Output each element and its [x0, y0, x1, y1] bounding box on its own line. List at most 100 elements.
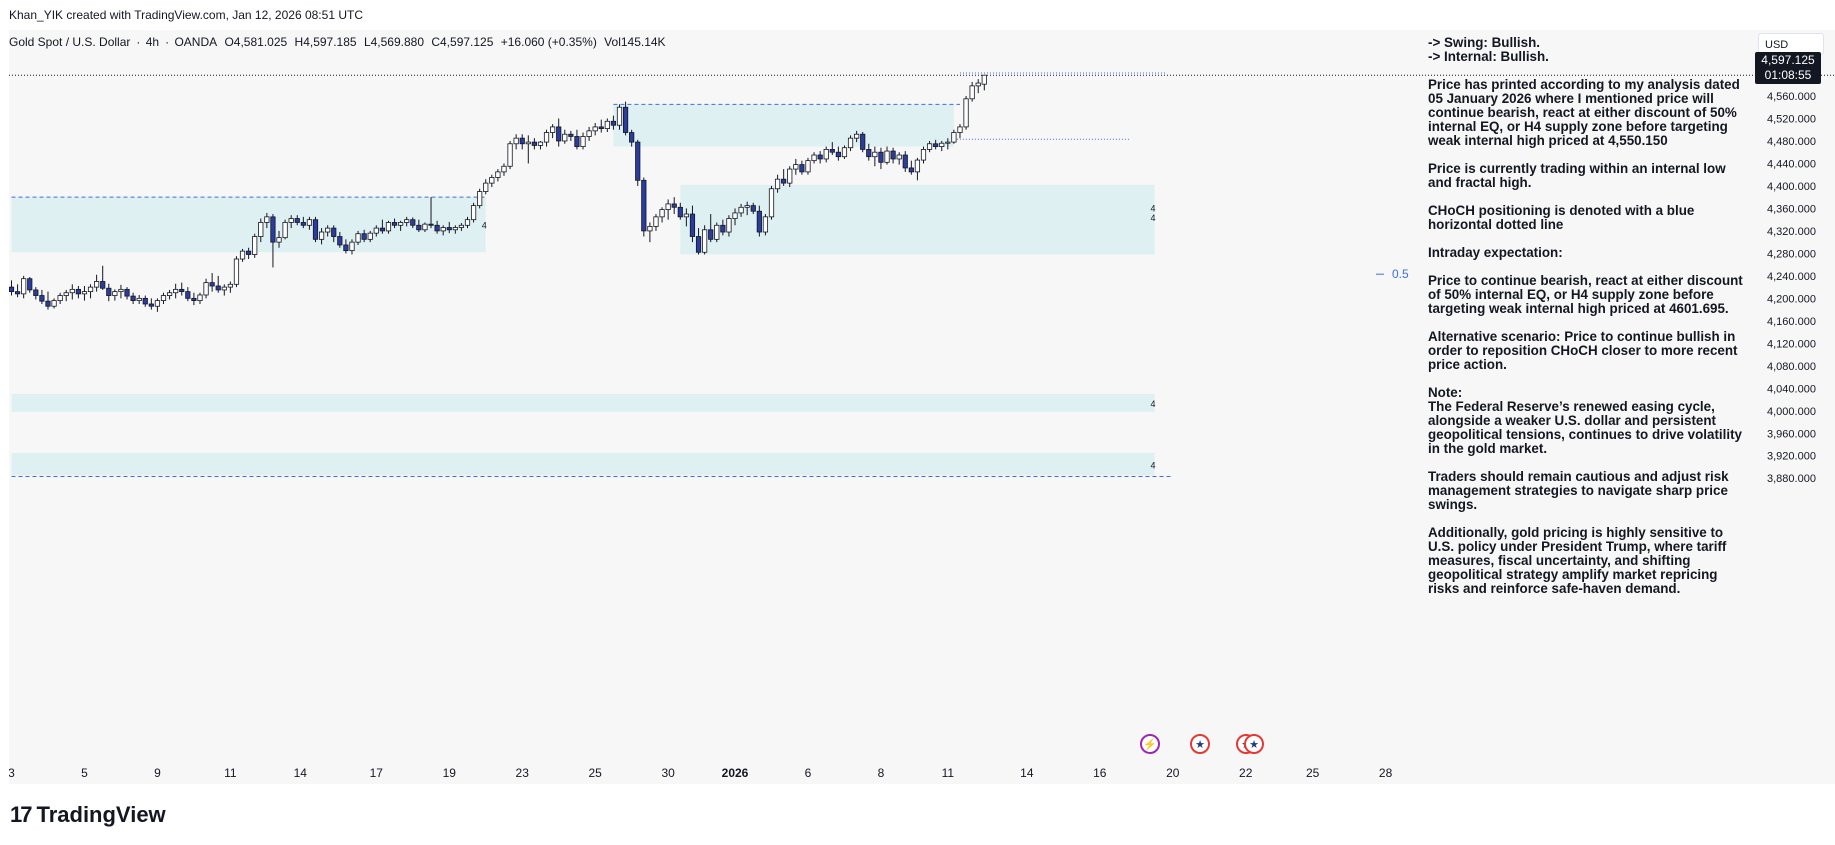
bullish-candle: [63, 292, 69, 296]
bullish-candle: [604, 120, 610, 130]
currency-label: USD: [1765, 39, 1789, 51]
bullish-candle: [872, 151, 878, 158]
supply-demand-zone: [680, 184, 1155, 255]
bearish-candle: [410, 219, 416, 226]
analysis-paragraph: CHoCH positioning is denoted with a blue…: [1428, 203, 1695, 232]
bullish-candle: [963, 98, 969, 128]
price-axis-label: 3,960.000: [1767, 428, 1816, 440]
bullish-candle: [306, 219, 313, 226]
candlestick-chart[interactable]: 4,560.000 4,520.000 4,480.000 4,440.000 4,40…: [9, 30, 1835, 784]
bullish-candle: [203, 282, 209, 296]
bearish-candle: [337, 236, 343, 246]
time-axis-label: 17: [370, 766, 384, 780]
time-axis-label: 14: [294, 766, 308, 780]
bullish-candle: [513, 137, 519, 145]
chart-area[interactable]: 4,560.000 4,520.000 4,480.000 4,440.000 4,40…: [9, 30, 1835, 784]
bearish-candle: [148, 303, 154, 307]
legend-separator: ·: [136, 35, 141, 49]
price-axis-label: 4,080.000: [1767, 361, 1816, 373]
bearish-candle: [933, 143, 939, 147]
bullish-candle: [477, 191, 483, 207]
zone-label: 4: [482, 220, 487, 230]
bearish-candle: [416, 224, 422, 231]
bar-countdown: 01:08:55: [1764, 68, 1812, 82]
bullish-candle: [318, 231, 325, 240]
symbol-legend: Gold Spot / U.S. Dollar · 4h · OANDA O4,58…: [9, 35, 670, 49]
bearish-candle: [622, 106, 629, 133]
bullish-candle: [768, 188, 775, 218]
supply-demand-zone: [613, 104, 954, 147]
bearish-candle: [835, 151, 841, 158]
high-value: H4,597.185: [294, 35, 357, 49]
bullish-candle: [975, 82, 981, 87]
bearish-candle: [391, 222, 398, 226]
price-axis-label: 4,120.000: [1767, 338, 1816, 350]
bearish-candle: [215, 285, 221, 291]
bullish-candle: [586, 130, 592, 137]
bullish-candle: [367, 232, 373, 240]
bearish-candle: [39, 295, 45, 302]
bullish-candle: [787, 168, 793, 184]
bearish-candle: [556, 126, 562, 142]
bearish-candle: [142, 297, 148, 305]
last-price-tag: 4,597.125 01:08:55: [1755, 52, 1821, 84]
bearish-candle: [246, 250, 252, 255]
bearish-candle: [519, 137, 525, 145]
bullish-candle: [440, 227, 446, 232]
analysis-paragraph: Alternative scenario: Price to continue …: [1428, 329, 1738, 372]
price-axis-label: 4,440.000: [1767, 158, 1816, 170]
bullish-candle: [355, 233, 361, 243]
bullish-candle: [945, 141, 951, 144]
price-axis-label: 4,400.000: [1767, 181, 1816, 193]
bearish-candle: [708, 229, 714, 240]
supply-demand-zone: [11, 393, 1155, 412]
bullish-candle: [239, 250, 246, 260]
bullish-candle: [276, 237, 282, 243]
bullish-candle: [422, 223, 428, 231]
bullish-candle: [470, 205, 477, 221]
bearish-candle: [428, 223, 434, 226]
bullish-candle: [884, 150, 890, 163]
bearish-candle: [361, 233, 367, 240]
swing-bias: -> Swing: Bullish.: [1428, 35, 1540, 50]
bullish-candle: [233, 258, 240, 285]
last-price: 4,597.125: [1761, 53, 1815, 67]
interval[interactable]: 4h: [145, 35, 160, 49]
bearish-candle: [641, 179, 647, 232]
tradingview-logo[interactable]: 17 TradingView: [10, 800, 166, 830]
lightning-icon[interactable]: ⚡: [1140, 734, 1160, 754]
bullish-candle: [495, 171, 501, 178]
time-axis-label: 6: [805, 766, 812, 780]
bullish-candle: [525, 141, 531, 145]
bearish-candle: [829, 148, 835, 153]
bullish-candle: [51, 300, 57, 307]
time-axis-label: 3: [9, 766, 15, 780]
price-axis-label: 3,920.000: [1767, 451, 1816, 463]
time-axis-label: 25: [589, 766, 603, 780]
time-axis-label: 2026: [722, 766, 749, 780]
bearish-candle: [866, 148, 872, 158]
analysis-paragraph: Intraday expectation:: [1428, 245, 1563, 260]
bearish-candle: [568, 133, 574, 137]
time-axis-label: 11: [942, 766, 955, 780]
bearish-candle: [270, 216, 276, 243]
bearish-candle: [750, 205, 756, 212]
open-value: O4,581.025: [224, 35, 288, 49]
bearish-candle: [300, 222, 306, 226]
time-axis-label: 8: [878, 766, 885, 780]
bullish-candle: [647, 226, 653, 232]
bullish-candle: [659, 209, 665, 218]
bullish-candle: [854, 133, 860, 139]
bullish-candle: [87, 286, 94, 293]
bullish-candle: [452, 227, 458, 231]
analysis-paragraph: Price to continue bearish, react at eith…: [1428, 273, 1743, 316]
bullish-candle: [404, 219, 410, 223]
us-flag-icon[interactable]: ★: [1190, 734, 1210, 754]
bullish-candle: [762, 216, 769, 233]
bullish-candle: [981, 74, 987, 85]
bearish-candle: [45, 300, 51, 307]
bullish-candle: [507, 143, 513, 167]
us-flag-icon[interactable]: ★: [1244, 734, 1264, 754]
symbol-name[interactable]: Gold Spot / U.S. Dollar: [9, 35, 131, 49]
bullish-candle: [841, 147, 848, 158]
